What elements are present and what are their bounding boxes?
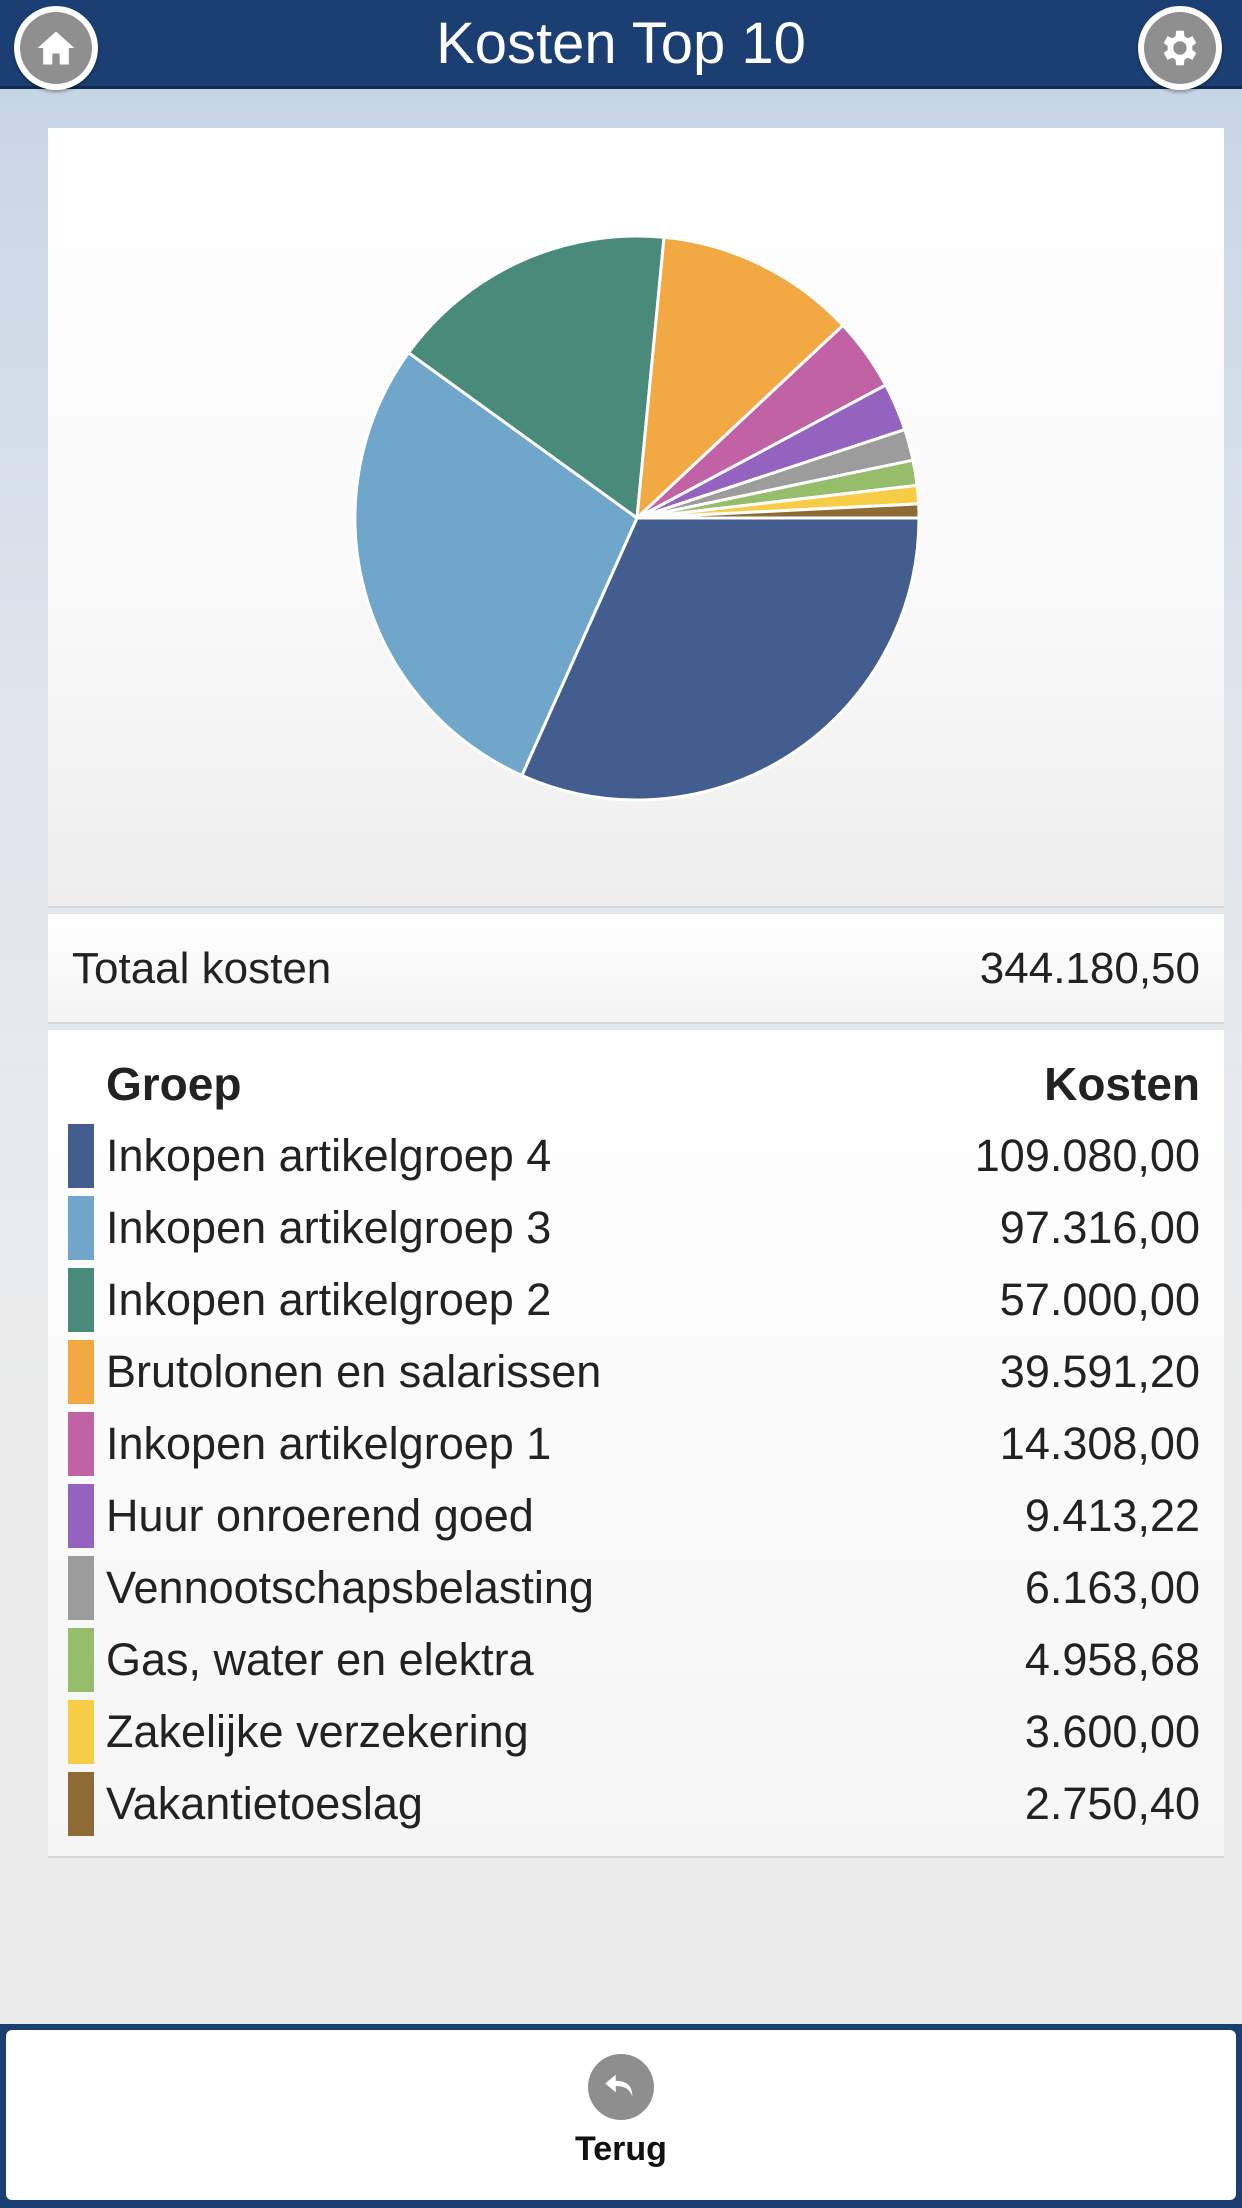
back-button[interactable]: Terug	[551, 2054, 691, 2169]
row-group-name: Inkopen artikelgroep 3	[106, 1202, 552, 1253]
table-row: Inkopen artikelgroep 4 109.080,00	[48, 1120, 1224, 1192]
undo-arrow-icon	[588, 2054, 654, 2120]
row-group-name: Vakantietoeslag	[106, 1778, 423, 1829]
row-cost-amount: 4.958,68	[1024, 1634, 1200, 1685]
row-group-name: Vennootschapsbelasting	[106, 1562, 594, 1613]
legend-swatch	[68, 1628, 94, 1692]
table-row: Zakelijke verzekering 3.600,00	[48, 1696, 1224, 1768]
row-cost-amount: 6.163,00	[1024, 1562, 1200, 1613]
table-row: Inkopen artikelgroep 3 97.316,00	[48, 1192, 1224, 1264]
row-group-name: Brutolonen en salarissen	[106, 1346, 602, 1397]
column-header-cost: Kosten	[1044, 1058, 1200, 1110]
settings-button[interactable]	[1138, 6, 1222, 90]
bottom-toolbar: Terug	[0, 2024, 1242, 2208]
legend-swatch	[68, 1268, 94, 1332]
total-row: Totaal kosten 344.180,50	[48, 914, 1224, 1024]
row-group-name: Huur onroerend goed	[106, 1490, 534, 1541]
pie-slice	[407, 234, 666, 520]
legend-swatch	[68, 1124, 94, 1188]
legend-swatch	[68, 1556, 94, 1620]
pie-chart	[353, 234, 921, 802]
row-cost-amount: 39.591,20	[999, 1346, 1200, 1397]
legend-swatch	[68, 1412, 94, 1476]
row-cost-amount: 3.600,00	[1024, 1706, 1200, 1757]
table-row: Gas, water en elektra 4.958,68	[48, 1624, 1224, 1696]
chart-panel	[48, 128, 1224, 908]
home-icon	[20, 12, 92, 84]
table-row: Huur onroerend goed 9.413,22	[48, 1480, 1224, 1552]
column-header-group: Groep	[106, 1058, 242, 1110]
table-row: Brutolonen en salarissen 39.591,20	[48, 1336, 1224, 1408]
legend-swatch	[68, 1340, 94, 1404]
toolbar-panel: Terug	[6, 2030, 1236, 2200]
row-group-name: Inkopen artikelgroep 4	[106, 1130, 552, 1181]
row-cost-amount: 2.750,40	[1024, 1778, 1200, 1829]
row-cost-amount: 14.308,00	[999, 1418, 1200, 1469]
table-header: Groep Kosten	[48, 1054, 1224, 1114]
row-group-name: Inkopen artikelgroep 2	[106, 1274, 552, 1325]
legend-swatch	[68, 1484, 94, 1548]
back-label: Terug	[575, 2130, 667, 2168]
total-value: 344.180,50	[979, 944, 1200, 993]
row-group-name: Gas, water en elektra	[106, 1634, 534, 1685]
page-title: Kosten Top 10	[436, 11, 806, 76]
cost-table: Groep Kosten Inkopen artikelgroep 4 109.0…	[48, 1030, 1224, 1858]
gear-icon	[1144, 12, 1216, 84]
legend-swatch	[68, 1772, 94, 1836]
table-row: Inkopen artikelgroep 1 14.308,00	[48, 1408, 1224, 1480]
pie-slice	[353, 351, 639, 777]
pie-slice	[635, 502, 921, 520]
row-cost-amount: 57.000,00	[999, 1274, 1200, 1325]
row-cost-amount: 9.413,22	[1024, 1490, 1200, 1541]
row-cost-amount: 109.080,00	[974, 1130, 1200, 1181]
row-cost-amount: 97.316,00	[999, 1202, 1200, 1253]
table-row: Vennootschapsbelasting 6.163,00	[48, 1552, 1224, 1624]
total-label: Totaal kosten	[72, 944, 332, 993]
row-group-name: Zakelijke verzekering	[106, 1706, 529, 1757]
legend-swatch	[68, 1196, 94, 1260]
table-row: Inkopen artikelgroep 2 57.000,00	[48, 1264, 1224, 1336]
pie-slice	[635, 235, 845, 520]
top-bar: Kosten Top 10	[0, 0, 1242, 90]
table-row: Vakantietoeslag 2.750,40	[48, 1768, 1224, 1840]
legend-swatch	[68, 1700, 94, 1764]
row-group-name: Inkopen artikelgroep 1	[106, 1418, 552, 1469]
pie-slice	[520, 516, 921, 802]
home-button[interactable]	[14, 6, 98, 90]
